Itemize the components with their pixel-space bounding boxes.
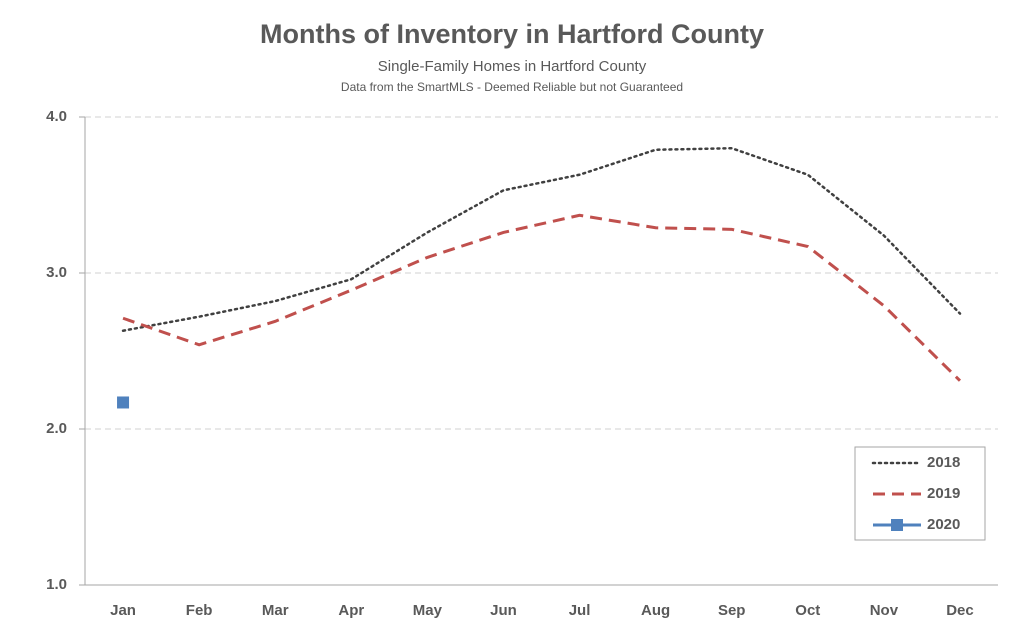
x-tick-label: Nov	[870, 602, 899, 619]
x-tick-label: May	[413, 602, 443, 619]
legend-label: 2018	[927, 454, 960, 471]
x-tick-label: Dec	[946, 602, 974, 619]
x-tick-label: Jul	[569, 602, 591, 619]
x-tick-label: Oct	[795, 602, 820, 619]
series-line	[122, 213, 962, 382]
x-tick-label: Apr	[338, 602, 364, 619]
x-tick-label: Aug	[641, 602, 670, 619]
y-tick-label: 4.0	[46, 108, 67, 125]
chart-title: Months of Inventory in Hartford County	[260, 19, 764, 49]
y-tick-label: 1.0	[46, 576, 67, 593]
chart-subtitle: Single-Family Homes in Hartford County	[378, 58, 647, 75]
x-tick-label: Mar	[262, 602, 289, 619]
x-tick-label: Jun	[490, 602, 517, 619]
y-tick-label: 3.0	[46, 264, 67, 281]
series-line	[121, 146, 962, 332]
x-tick-label: Sep	[718, 602, 746, 619]
y-tick-label: 2.0	[46, 420, 67, 437]
x-tick-label: Feb	[186, 602, 213, 619]
legend-label: 2020	[927, 516, 960, 533]
x-tick-label: Jan	[110, 602, 136, 619]
chart-source: Data from the SmartMLS - Deemed Reliable…	[341, 80, 683, 94]
legend-label: 2019	[927, 485, 960, 502]
marker	[117, 396, 130, 409]
legend-marker	[891, 519, 903, 531]
